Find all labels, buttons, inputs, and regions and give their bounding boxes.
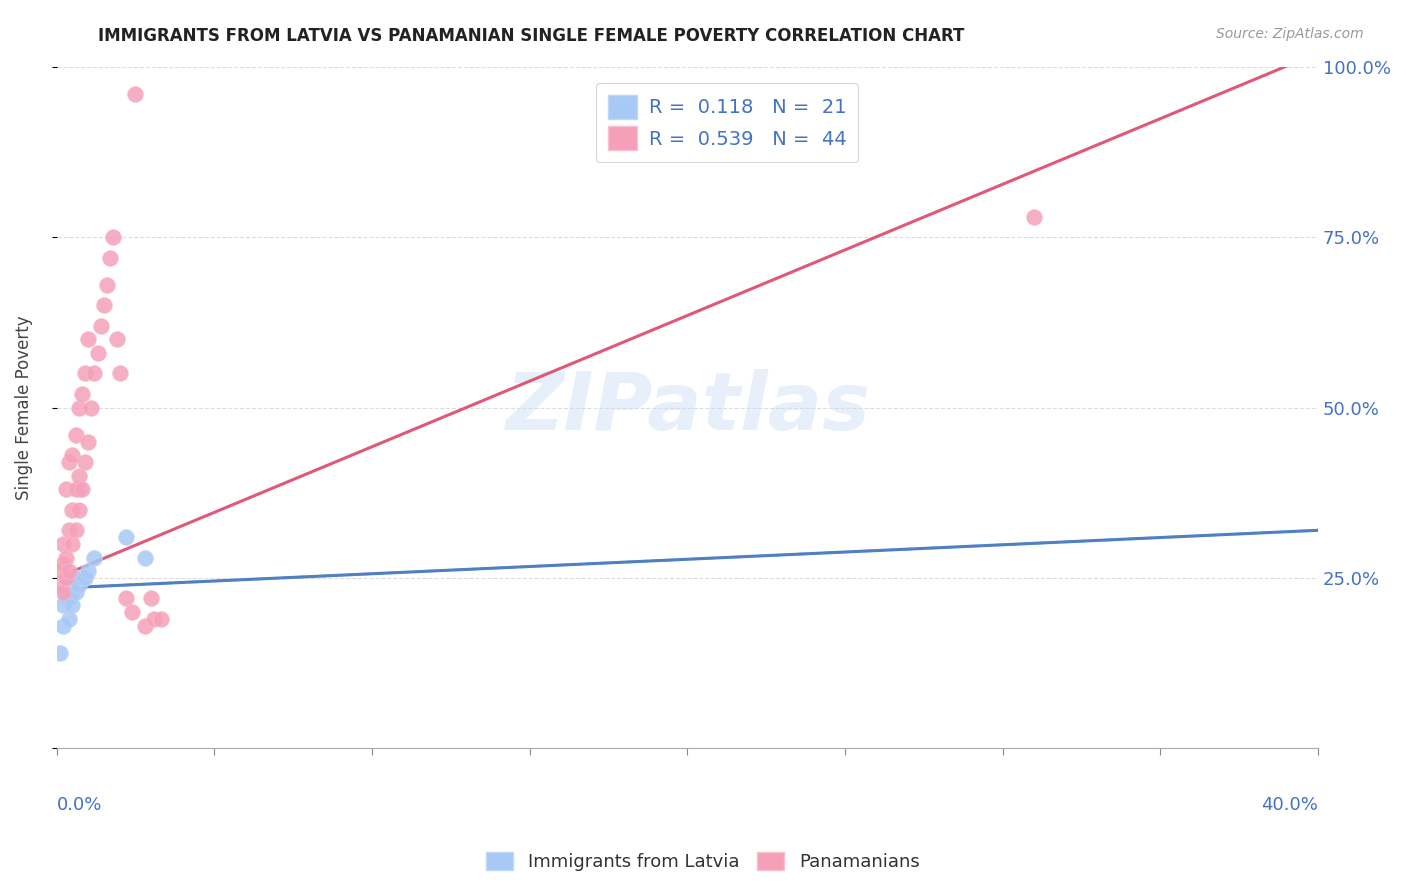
Text: ZIPatlas: ZIPatlas (505, 368, 870, 447)
Point (90, 318, 112, 333)
Point (58, 523, 80, 537)
Point (73, 367, 96, 381)
Point (60, 448, 83, 462)
Point (60, 571, 83, 585)
Point (73, 571, 96, 585)
Point (60, 503, 83, 517)
Point (141, 591, 163, 606)
Point (98, 251, 121, 265)
Point (83, 367, 105, 381)
Point (70, 483, 93, 497)
Point (55, 571, 77, 585)
Point (124, 87, 146, 101)
Point (115, 591, 138, 606)
Point (52, 537, 75, 551)
Y-axis label: Single Female Poverty: Single Female Poverty (15, 315, 32, 500)
Point (77, 564, 100, 578)
Text: Source: ZipAtlas.com: Source: ZipAtlas.com (1216, 27, 1364, 41)
Text: 0.0%: 0.0% (56, 797, 103, 814)
Point (58, 612, 80, 626)
Point (55, 591, 77, 606)
Legend: Immigrants from Latvia, Panamanians: Immigrants from Latvia, Panamanians (479, 845, 927, 879)
Point (58, 578, 80, 592)
Point (58, 591, 80, 606)
Text: IMMIGRANTS FROM LATVIA VS PANAMANIAN SINGLE FEMALE POVERTY CORRELATION CHART: IMMIGRANTS FROM LATVIA VS PANAMANIAN SIN… (98, 27, 965, 45)
Point (65, 427, 87, 442)
Text: 40.0%: 40.0% (1261, 797, 1319, 814)
Point (67, 578, 90, 592)
Point (67, 503, 90, 517)
Point (67, 468, 90, 483)
Point (65, 584, 87, 599)
Point (67, 483, 90, 497)
Point (52, 599, 75, 613)
Point (60, 537, 83, 551)
Point (1024, 210, 1046, 224)
Point (134, 619, 156, 633)
Legend: R =  0.118   N =  21, R =  0.539   N =  44: R = 0.118 N = 21, R = 0.539 N = 44 (596, 83, 858, 161)
Point (115, 530, 138, 544)
Point (86, 346, 108, 360)
Point (65, 571, 87, 585)
Point (52, 584, 75, 599)
Point (49, 564, 72, 578)
Point (49, 646, 72, 660)
Point (80, 401, 103, 415)
Point (70, 571, 93, 585)
Point (65, 523, 87, 537)
Point (58, 455, 80, 469)
Point (60, 599, 83, 613)
Point (60, 584, 83, 599)
Point (52, 558, 75, 572)
Point (65, 483, 87, 497)
Point (103, 230, 125, 244)
Point (77, 332, 100, 346)
Point (77, 434, 100, 449)
Point (70, 387, 93, 401)
Point (121, 605, 143, 619)
Point (105, 332, 128, 346)
Point (49, 578, 72, 592)
Point (55, 550, 77, 565)
Point (93, 298, 115, 312)
Point (83, 550, 105, 565)
Point (67, 401, 90, 415)
Point (143, 612, 166, 626)
Point (55, 584, 77, 599)
Point (108, 367, 131, 381)
Point (73, 455, 96, 469)
Point (149, 612, 172, 626)
Point (52, 619, 75, 633)
Point (134, 550, 156, 565)
Point (58, 564, 80, 578)
Point (96, 277, 118, 292)
Point (55, 483, 77, 497)
